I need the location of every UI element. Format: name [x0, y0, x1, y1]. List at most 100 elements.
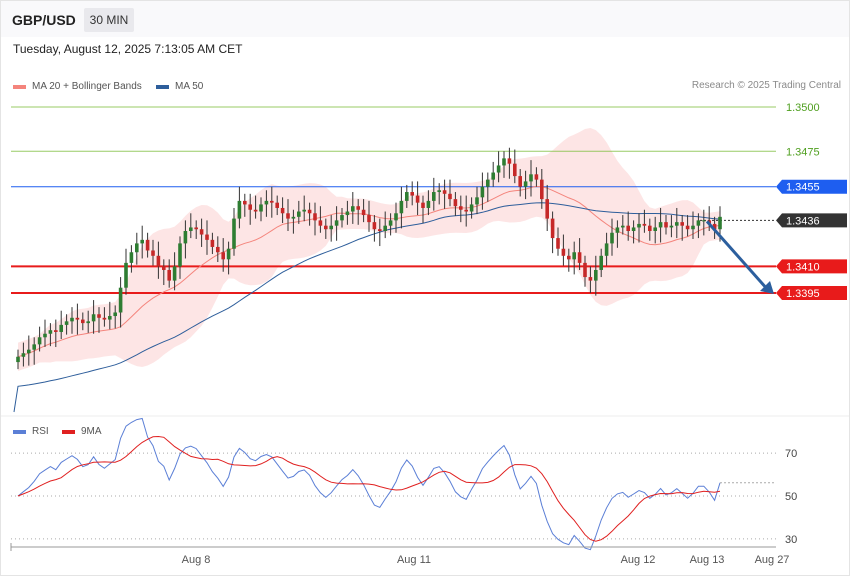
candle-body	[664, 222, 668, 228]
candle-body	[248, 204, 252, 210]
candle	[529, 160, 533, 197]
level-label-1.3475: 1.3475	[786, 146, 820, 158]
candle-body	[237, 200, 242, 219]
candle-body	[145, 239, 150, 251]
candle-body	[432, 192, 436, 201]
candle-body	[631, 227, 636, 231]
candle	[675, 207, 679, 239]
candle	[172, 252, 177, 291]
rsi-tick-label: 30	[785, 534, 797, 546]
interval-button[interactable]: 30 MIN	[84, 8, 134, 32]
chart-header: GBP/USD 30 MIN	[1, 1, 849, 37]
x-tick-label: Aug 8	[182, 554, 211, 566]
candle	[642, 209, 647, 233]
candle-body	[550, 218, 555, 239]
candle	[221, 238, 225, 272]
candle-body	[540, 179, 544, 200]
candle	[545, 184, 549, 231]
candle	[32, 337, 36, 365]
candle-body	[194, 227, 198, 230]
candle	[696, 213, 701, 239]
candle	[275, 195, 279, 216]
candle	[658, 207, 663, 243]
legend-9ma: 9MA	[62, 426, 102, 437]
candle	[16, 349, 20, 370]
candle-body	[356, 206, 360, 210]
candle-body	[91, 314, 96, 322]
candle	[702, 209, 706, 236]
candle-body	[140, 239, 144, 244]
rsi-tick-label: 70	[785, 448, 797, 460]
candle-body	[345, 211, 350, 216]
rsi-ma-line	[17, 435, 721, 542]
candle-body	[599, 255, 603, 270]
candle-body	[351, 206, 355, 212]
candle	[264, 190, 269, 217]
candle	[410, 181, 414, 206]
candle-body	[561, 248, 566, 256]
candle-body	[199, 229, 204, 235]
candle-body	[583, 262, 587, 278]
candle-body	[437, 190, 441, 193]
level-label-1.3410: 1.3410	[786, 261, 820, 273]
candle	[102, 307, 107, 327]
candle-body	[48, 330, 53, 334]
candle	[291, 209, 296, 234]
candle	[610, 218, 614, 256]
candle	[669, 215, 674, 238]
candle	[496, 151, 501, 183]
candle-body	[545, 199, 549, 219]
candle	[253, 195, 258, 219]
candle	[329, 215, 333, 242]
candle-body	[178, 243, 182, 267]
candle-body	[86, 321, 90, 324]
candle	[507, 147, 512, 179]
candle	[523, 170, 528, 200]
candle-body	[340, 215, 344, 221]
candle-body	[675, 222, 679, 226]
candles	[16, 147, 722, 370]
candle	[140, 225, 144, 259]
candle-body	[378, 229, 382, 231]
candle	[631, 220, 636, 244]
candle-body	[253, 209, 258, 212]
candle-body	[64, 321, 69, 325]
candle-body	[534, 174, 539, 180]
candle-body	[318, 220, 323, 226]
level-label-1.3455: 1.3455	[786, 182, 820, 194]
legend-ma50: MA 50	[156, 81, 203, 92]
candle	[691, 211, 695, 239]
candle-body	[205, 234, 209, 240]
candle	[399, 186, 404, 229]
candle-body	[297, 211, 301, 217]
legend-swatch-icon	[13, 84, 26, 89]
candle-body	[307, 209, 312, 214]
candle	[113, 305, 117, 329]
credit-text: Research © 2025 Trading Central	[691, 80, 841, 91]
candle	[356, 199, 360, 225]
candle-body	[334, 220, 339, 226]
candle-body	[102, 317, 107, 320]
candle	[513, 149, 517, 184]
candle-body	[221, 252, 225, 260]
candle-body	[32, 344, 36, 350]
candle-body	[97, 314, 101, 318]
candle	[210, 232, 215, 255]
symbol-title: GBP/USD	[12, 12, 76, 28]
candle-body	[491, 172, 495, 180]
candle	[307, 202, 312, 226]
candle-body	[604, 243, 609, 256]
candle-body	[16, 356, 20, 363]
candle	[394, 202, 398, 233]
candle	[324, 218, 328, 239]
candle	[599, 248, 603, 278]
forecast-arrow	[705, 220, 770, 291]
legend-swatch-icon	[13, 429, 26, 434]
level-label-1.3395: 1.3395	[786, 288, 820, 300]
candle-body	[577, 252, 582, 263]
candle-body	[54, 330, 58, 332]
candle-body	[421, 202, 425, 208]
candle	[237, 186, 242, 229]
candle	[334, 206, 339, 241]
